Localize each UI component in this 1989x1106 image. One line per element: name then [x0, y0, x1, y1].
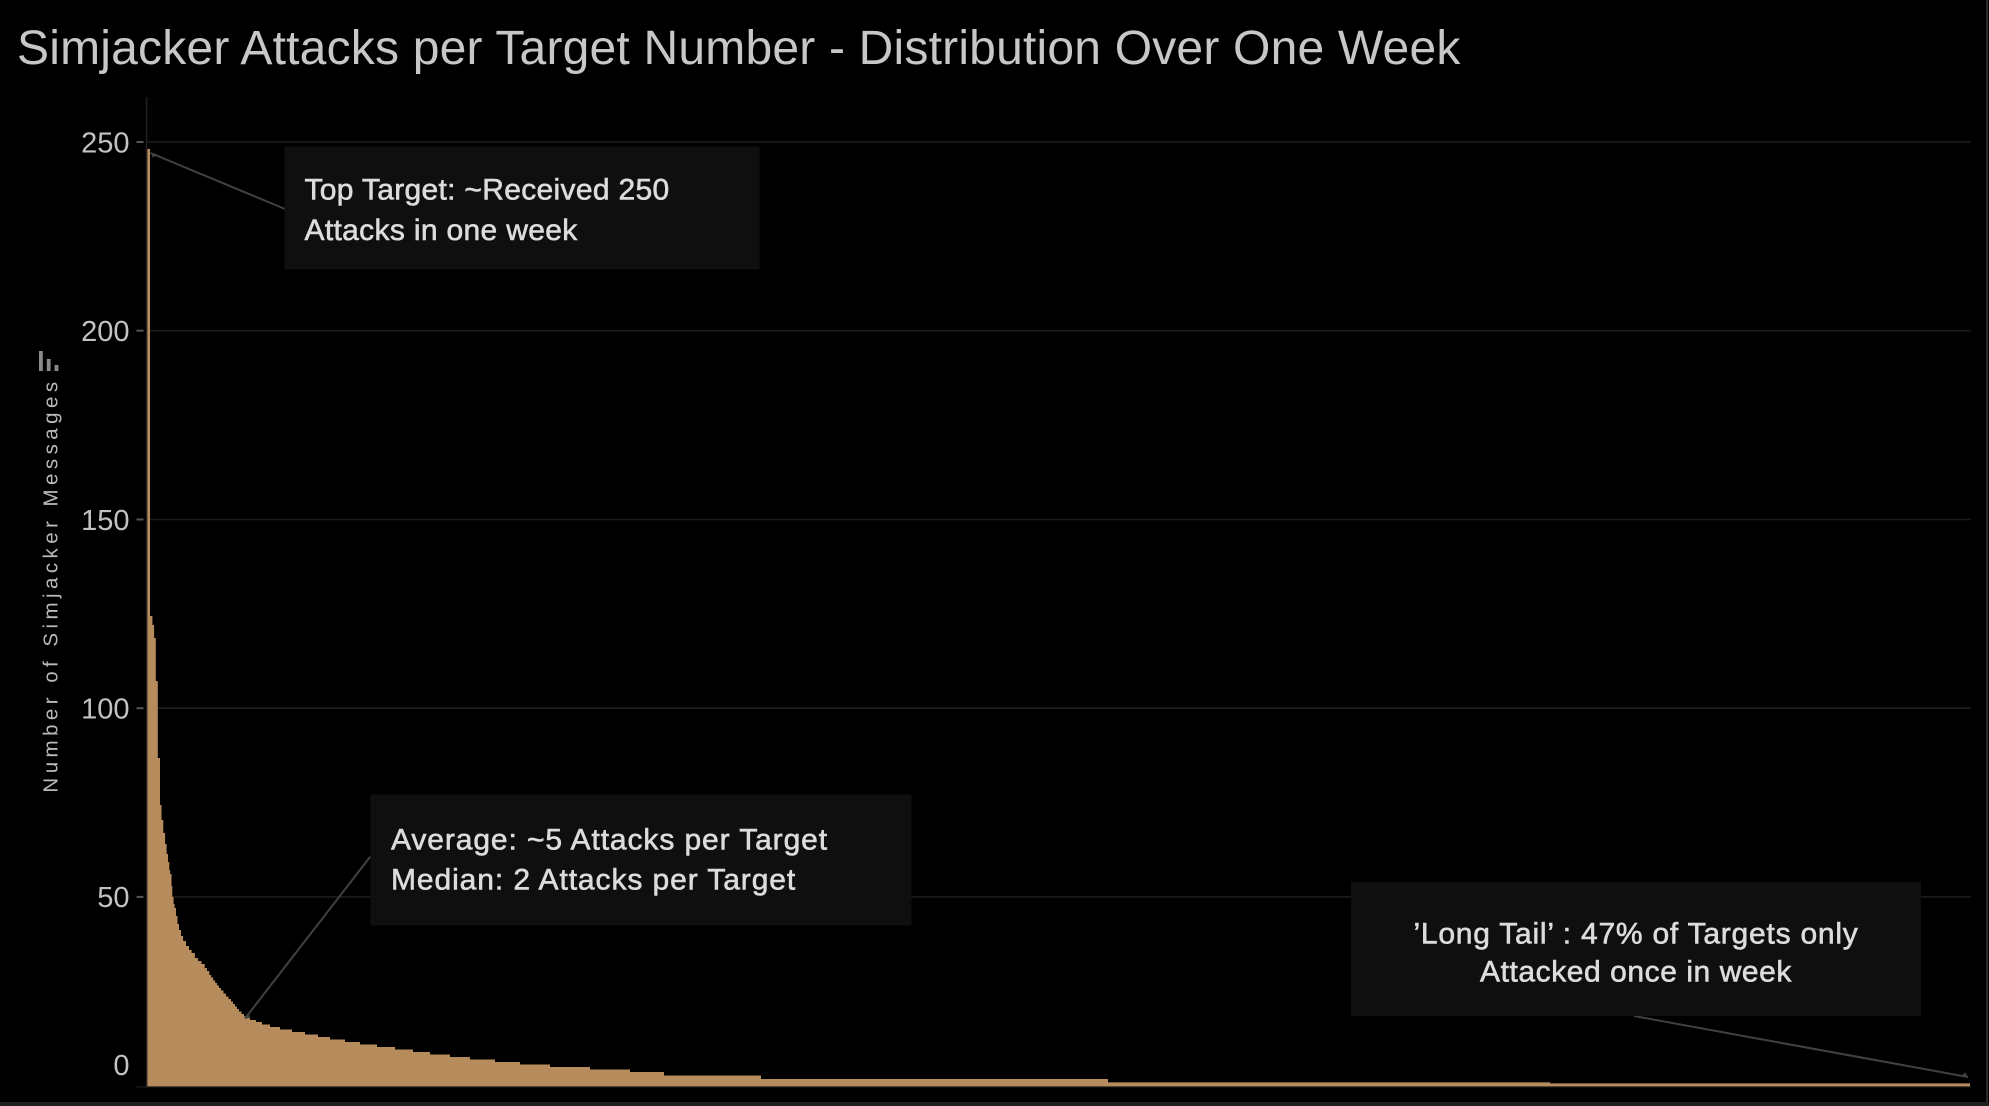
svg-text:Median: 2 Attacks per Target: Median: 2 Attacks per Target: [391, 864, 796, 897]
svg-text:’Long Tail’ : 47% of Targets o: ’Long Tail’ : 47% of Targets only: [1413, 918, 1858, 951]
svg-text:150: 150: [81, 505, 129, 537]
svg-text:200: 200: [81, 316, 129, 348]
svg-text:0: 0: [113, 1050, 129, 1082]
svg-text:Attacked once in week: Attacked once in week: [1480, 956, 1792, 989]
svg-text:Simjacker Attacks per Target N: Simjacker Attacks per Target Number - Di…: [17, 22, 1461, 75]
svg-text:Top Target: ~Received 250: Top Target: ~Received 250: [305, 174, 670, 207]
svg-text:100: 100: [81, 694, 129, 726]
svg-text:50: 50: [97, 882, 129, 914]
svg-text:Average: ~5 Attacks per Target: Average: ~5 Attacks per Target: [391, 824, 828, 857]
svg-text:Number of Simjacker Messages: Number of Simjacker Messages: [40, 377, 63, 792]
svg-text:Attacks in one week: Attacks in one week: [305, 214, 579, 247]
svg-text:250: 250: [81, 127, 129, 159]
